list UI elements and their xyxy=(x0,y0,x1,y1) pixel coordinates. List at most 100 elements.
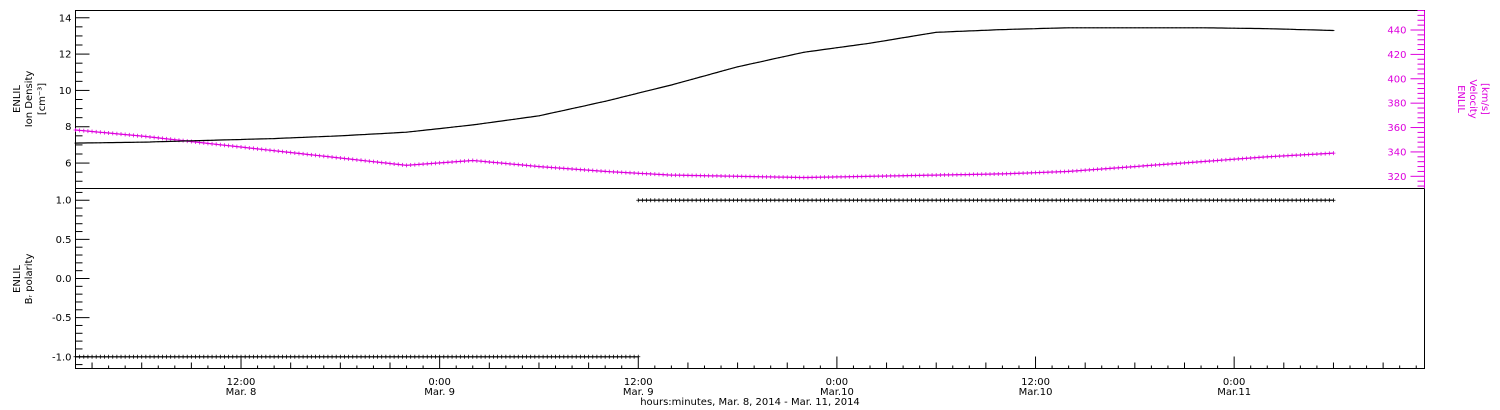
velocity-point xyxy=(772,174,777,179)
velocity-point xyxy=(921,173,926,178)
velocity-point xyxy=(239,145,244,150)
polarity-positive-point xyxy=(892,198,897,203)
polarity-positive-point xyxy=(1116,198,1121,203)
polarity-negative-point xyxy=(541,354,546,359)
velocity-point xyxy=(317,153,322,158)
polarity-positive-point xyxy=(1223,198,1228,203)
polarity-negative-point xyxy=(338,354,343,359)
left-tick-label: 1.0 xyxy=(56,196,72,207)
velocity-point xyxy=(979,172,984,177)
polarity-positive-point xyxy=(834,198,839,203)
polarity-negative-point xyxy=(383,354,388,359)
polarity-positive-point xyxy=(1240,198,1245,203)
velocity-point xyxy=(872,174,877,179)
right-tick-label: 340 xyxy=(1387,147,1406,158)
velocity-point xyxy=(996,171,1001,176)
velocity-point xyxy=(123,132,128,137)
velocity-point xyxy=(1244,156,1249,161)
polarity-positive-point xyxy=(814,198,819,203)
velocity-point xyxy=(714,173,719,178)
velocity-point xyxy=(760,174,765,179)
velocity-point xyxy=(1095,167,1100,172)
polarity-positive-point xyxy=(706,198,711,203)
polarity-negative-point xyxy=(147,354,152,359)
velocity-point xyxy=(681,173,686,178)
velocity-point xyxy=(1116,165,1121,170)
polarity-positive-point xyxy=(789,198,794,203)
velocity-point xyxy=(776,175,781,180)
velocity-point xyxy=(421,162,426,167)
velocity-point xyxy=(549,165,554,170)
velocity-point xyxy=(1248,156,1253,161)
polarity-negative-point xyxy=(607,354,612,359)
polarity-positive-point xyxy=(921,198,926,203)
velocity-point xyxy=(301,151,306,156)
polarity-negative-point xyxy=(77,354,82,359)
polarity-positive-point xyxy=(781,198,786,203)
velocity-point xyxy=(1223,157,1228,162)
x-tick-date-label: Mar.10 xyxy=(1019,387,1053,398)
polarity-positive-point xyxy=(880,198,885,203)
polarity-positive-point xyxy=(1029,198,1034,203)
velocity-point xyxy=(1182,160,1187,165)
polarity-positive-point xyxy=(1194,198,1199,203)
x-tick-date-label: Mar. 8 xyxy=(226,387,257,398)
velocity-point xyxy=(218,142,223,147)
polarity-positive-point xyxy=(1207,198,1212,203)
velocity-point xyxy=(292,150,297,155)
polarity-positive-point xyxy=(719,198,724,203)
right-tick-label: 380 xyxy=(1387,99,1406,110)
polarity-negative-point xyxy=(110,354,115,359)
velocity-point xyxy=(644,171,649,176)
velocity-point xyxy=(541,164,546,169)
velocity-point xyxy=(731,174,736,179)
polarity-positive-point xyxy=(1153,198,1158,203)
velocity-point xyxy=(901,173,906,178)
velocity-point xyxy=(570,166,575,171)
polarity-positive-point xyxy=(793,198,798,203)
velocity-point xyxy=(905,173,910,178)
velocity-point xyxy=(516,162,521,167)
velocity-point xyxy=(201,140,206,145)
polarity-positive-point xyxy=(1256,198,1261,203)
velocity-point xyxy=(383,161,388,166)
velocity-point xyxy=(90,129,95,134)
polarity-negative-point xyxy=(210,354,215,359)
velocity-point xyxy=(454,159,459,164)
polarity-negative-point xyxy=(73,354,78,359)
polarity-positive-point xyxy=(1170,198,1175,203)
velocity-point xyxy=(702,173,707,178)
velocity-point xyxy=(483,159,488,164)
polarity-positive-point xyxy=(1203,198,1208,203)
velocity-point xyxy=(1236,156,1241,161)
velocity-point xyxy=(450,159,455,164)
polarity-positive-point xyxy=(810,198,815,203)
polarity-negative-point xyxy=(156,354,161,359)
polarity-positive-point xyxy=(1261,198,1266,203)
velocity-point xyxy=(959,172,964,177)
polarity-positive-point xyxy=(1083,198,1088,203)
polarity-negative-point xyxy=(627,354,632,359)
velocity-point xyxy=(909,173,914,178)
polarity-positive-point xyxy=(1037,198,1042,203)
velocity-point xyxy=(814,175,819,180)
polarity-negative-point xyxy=(230,354,235,359)
velocity-point xyxy=(640,171,645,176)
velocity-point xyxy=(793,175,798,180)
velocity-point xyxy=(810,175,815,180)
polarity-positive-point xyxy=(963,198,968,203)
velocity-point xyxy=(963,172,968,177)
polarity-negative-point xyxy=(106,354,111,359)
velocity-point xyxy=(677,173,682,178)
velocity-point xyxy=(896,173,901,178)
velocity-point xyxy=(1149,163,1154,168)
polarity-positive-point xyxy=(1294,198,1299,203)
polarity-negative-point xyxy=(615,354,620,359)
polarity-negative-point xyxy=(267,354,272,359)
velocity-point xyxy=(1045,170,1050,175)
velocity-point xyxy=(156,135,161,140)
velocity-point xyxy=(474,158,479,163)
polarity-negative-point xyxy=(185,354,190,359)
ion-density-line xyxy=(75,27,1334,144)
